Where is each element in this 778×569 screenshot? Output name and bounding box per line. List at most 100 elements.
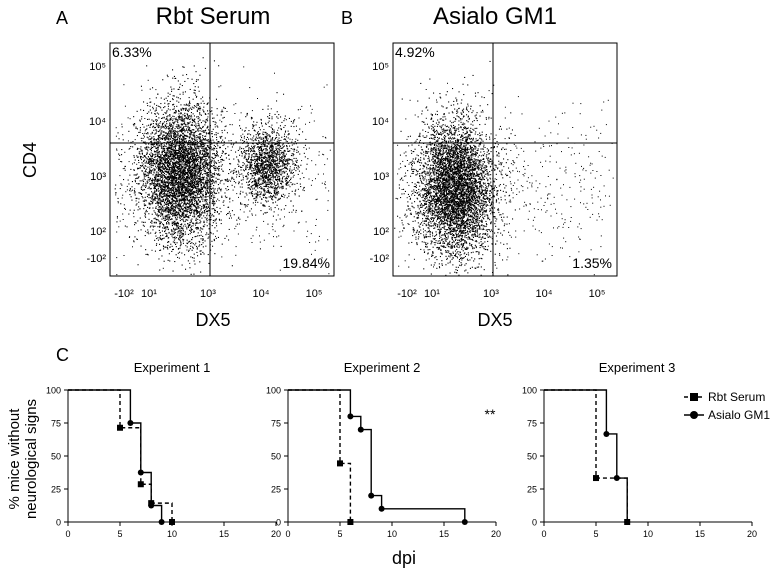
flow-frame-b	[392, 42, 618, 277]
x-tick-label: 20	[747, 529, 757, 539]
survival-curves-3: 0 25 50 75 100 0 5 10 15 20	[522, 386, 757, 540]
y-tick-b-1e4: 10⁴	[372, 116, 389, 128]
y-tick-b-neg: -10²	[369, 253, 389, 265]
flow-frame-a	[109, 42, 335, 277]
x-tick-label: 0	[541, 529, 546, 539]
y-tick-a-1e2: 10²	[90, 226, 106, 238]
y-tick-label: 0	[532, 518, 537, 528]
asialo-gm1-point	[378, 505, 385, 512]
y-tick-label: 50	[271, 452, 281, 462]
legend: Rbt Serum Asialo GM1	[684, 390, 770, 422]
x-tick-label: 0	[65, 529, 70, 539]
x-tick-label: 0	[285, 529, 290, 539]
x-tick-label: 10	[643, 529, 653, 539]
rbt-serum-point	[137, 481, 144, 488]
asialo-gm1-point	[137, 469, 144, 476]
x-tick-b-1e4: 10⁴	[536, 288, 553, 300]
survival-curves-2: 0 25 50 75 100 0 5 10 15 20	[266, 386, 501, 540]
asialo-gm1-point	[347, 413, 354, 420]
rbt-serum-curve	[68, 389, 173, 522]
survival-chart-2-title: Experiment 2	[344, 360, 421, 375]
y-tick-label: 0	[56, 518, 61, 528]
rbt-serum-curve	[544, 389, 628, 522]
y-tick-b-1e3: 10³	[373, 171, 389, 183]
y-tick-label: 75	[51, 419, 61, 429]
x-tick-label: 20	[491, 529, 501, 539]
asialo-gm1-point	[127, 420, 134, 426]
x-tick-label: 10	[167, 529, 177, 539]
x-tick-a-1e5: 10⁵	[306, 288, 323, 300]
y-tick-label: 25	[271, 485, 281, 495]
rbt-serum-point	[169, 519, 175, 525]
asialo-gm1-point	[624, 519, 631, 525]
y-tick-a-1e3: 10³	[90, 171, 106, 183]
asialo-gm1-point	[613, 475, 620, 482]
x-tick-b-neg: -10²	[397, 288, 417, 300]
x-tick-label: 15	[439, 529, 449, 539]
quadrant-ul-percent-a: 6.33%	[112, 44, 152, 60]
x-tick-label: 15	[695, 529, 705, 539]
panel-letter-b: B	[341, 8, 353, 28]
legend-label-rbt-serum: Rbt Serum	[708, 390, 765, 404]
survival-chart-1: Experiment 1 0 25 50 75 100 0 5 10 15 20	[46, 360, 281, 539]
panel-letter-a: A	[56, 8, 68, 28]
y-tick-label: 50	[51, 452, 61, 462]
x-tick-a-neg: -10²	[114, 288, 134, 300]
rbt-serum-point	[593, 475, 599, 482]
asialo-gm1-point	[461, 519, 468, 525]
x-tick-b-1e5: 10⁵	[589, 288, 606, 300]
y-tick-label: 100	[46, 386, 61, 396]
flow-plot-a	[109, 42, 335, 277]
flow-plot-b	[392, 42, 618, 277]
asialo-gm1-curve	[288, 389, 466, 522]
x-tick-a-1e1: 10¹	[141, 288, 157, 300]
asialo-gm1-point	[357, 426, 364, 433]
flow-dots-a	[114, 57, 331, 276]
asialo-gm1-point	[158, 519, 165, 525]
asialo-gm1-point	[603, 430, 610, 437]
asialo-gm1-curve	[68, 389, 163, 522]
y-tick-a-neg: -10²	[86, 253, 106, 265]
quadrant-ul-percent-b: 4.92%	[395, 44, 435, 60]
y-tick-label: 0	[276, 518, 281, 528]
x-tick-label: 20	[271, 529, 281, 539]
survival-chart-3: Experiment 3 0 25 50 75 100 0 5 10 15 20	[522, 360, 757, 539]
legend-label-asialo-gm1: Asialo GM1	[708, 408, 770, 422]
y-tick-a-1e5: 10⁵	[89, 61, 106, 73]
survival-y-axis-label-line2: neurological signs	[23, 399, 40, 519]
legend-square-marker	[690, 393, 698, 401]
x-tick-label: 5	[337, 529, 342, 539]
y-tick-label: 100	[522, 386, 537, 396]
x-tick-b-1e1: 10¹	[424, 288, 440, 300]
quadrant-lr-percent-b: 1.35%	[572, 255, 612, 271]
x-tick-b-1e3: 10³	[483, 288, 499, 300]
rbt-serum-point	[337, 460, 343, 467]
x-tick-label: 5	[117, 529, 122, 539]
x-tick-a-1e4: 10⁴	[253, 288, 270, 300]
y-tick-label: 25	[51, 485, 61, 495]
panel-letter-c: C	[56, 345, 69, 365]
y-tick-label: 75	[527, 419, 537, 429]
y-axis-label-a: CD4	[20, 142, 40, 178]
survival-x-axis-label: dpi	[392, 548, 416, 568]
y-tick-label: 100	[266, 386, 281, 396]
x-tick-label: 15	[219, 529, 229, 539]
x-tick-label: 5	[593, 529, 598, 539]
survival-chart-1-title: Experiment 1	[134, 360, 211, 375]
asialo-gm1-point	[148, 502, 155, 509]
asialo-gm1-point	[368, 492, 375, 499]
survival-chart-2: Experiment 2 0 25 50 75 100 0 5 10 15 20 **	[266, 360, 501, 539]
asialo-gm1-curve	[544, 389, 628, 522]
rbt-serum-point	[117, 424, 123, 431]
panel-a-title: Rbt Serum	[156, 3, 271, 30]
y-tick-label: 75	[271, 419, 281, 429]
legend-circle-marker	[690, 411, 698, 419]
survival-curves-1: 0 25 50 75 100 0 5 10 15 20	[46, 386, 281, 540]
y-tick-label: 25	[527, 485, 537, 495]
y-tick-a-1e4: 10⁴	[89, 116, 106, 128]
quadrant-lr-percent-a: 19.84%	[283, 255, 330, 271]
survival-chart-3-title: Experiment 3	[599, 360, 676, 375]
x-tick-a-1e3: 10³	[200, 288, 216, 300]
panel-b-title: Asialo GM1	[433, 3, 557, 30]
